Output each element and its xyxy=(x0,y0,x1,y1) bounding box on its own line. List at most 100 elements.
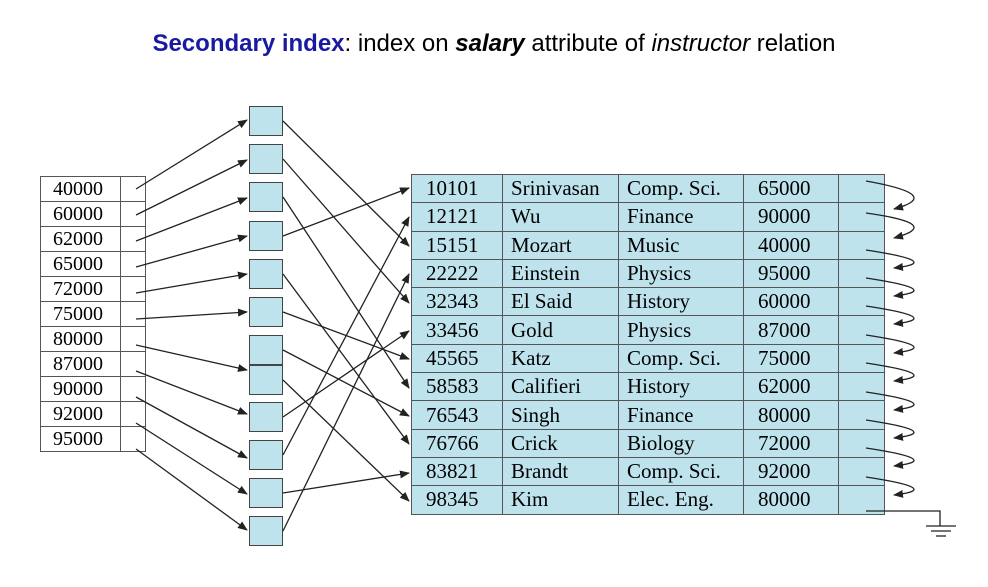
table-row: 83821 Brandt Comp. Sci. 92000 xyxy=(411,456,885,487)
instructor-relation-table: 10101 Srinivasan Comp. Sci. 65000 12121 Wu Fi… xyxy=(411,173,885,515)
name-cell: Katz xyxy=(502,343,619,374)
dept-cell: Finance xyxy=(618,400,744,430)
index-row: 90000 xyxy=(40,376,146,402)
salary-cell: 75000 xyxy=(743,343,839,374)
salary-cell: 65000 xyxy=(743,173,839,204)
arrow xyxy=(135,159,248,216)
arrow xyxy=(282,330,410,418)
arrow xyxy=(135,448,248,531)
table-row: 76766 Crick Biology 72000 xyxy=(411,428,885,458)
title-attribute: salary xyxy=(455,30,525,57)
table-row: 98345 Kim Elec. Eng. 80000 xyxy=(411,485,885,515)
arrow xyxy=(865,334,915,356)
pointer-bucket xyxy=(249,402,283,432)
index-pointer-cell xyxy=(120,251,146,277)
next-pointer-cell xyxy=(838,258,885,289)
title-relation: instructor xyxy=(651,30,751,57)
dept-cell: Finance xyxy=(618,202,744,232)
dept-cell: Biology xyxy=(618,428,744,458)
index-key: 80000 xyxy=(40,326,121,352)
pointer-bucket xyxy=(249,259,283,289)
index-row: 62000 xyxy=(40,226,146,252)
arrow xyxy=(135,396,248,459)
id-cell: 58583 xyxy=(411,372,503,402)
index-row: 65000 xyxy=(40,251,146,277)
arrow xyxy=(282,120,410,247)
pointer-bucket xyxy=(249,221,283,251)
next-pointer-cell xyxy=(838,315,885,345)
dept-cell: Elec. Eng. xyxy=(618,485,744,515)
salary-cell: 80000 xyxy=(743,400,839,430)
index-key: 62000 xyxy=(40,226,121,252)
next-pointer-cell xyxy=(838,372,885,402)
index-pointer-cell xyxy=(120,301,146,327)
title-text-1: : index on xyxy=(344,30,456,57)
pointer-bucket xyxy=(249,182,283,212)
arrow xyxy=(135,197,248,242)
arrow xyxy=(282,273,410,532)
id-cell: 98345 xyxy=(411,485,503,515)
pointer-bucket xyxy=(249,297,283,327)
arrow xyxy=(865,249,915,271)
name-cell: Singh xyxy=(502,400,619,430)
bucket-to-record-arrows xyxy=(282,120,410,532)
dept-cell: Comp. Sci. xyxy=(618,343,744,374)
arrow xyxy=(135,271,248,294)
index-key: 40000 xyxy=(40,176,121,202)
next-pointer-cell xyxy=(838,485,885,515)
index-row: 95000 xyxy=(40,426,146,452)
arrow xyxy=(135,308,248,320)
index-row: 40000 xyxy=(40,176,146,202)
table-row: 12121 Wu Finance 90000 xyxy=(411,202,885,232)
arrow xyxy=(282,158,410,304)
id-cell: 12121 xyxy=(411,202,503,232)
pointer-bucket xyxy=(249,106,283,136)
name-cell: Mozart xyxy=(502,230,619,260)
arrow xyxy=(135,422,248,495)
name-cell: Wu xyxy=(502,202,619,232)
next-pointer-cell xyxy=(838,202,885,232)
index-pointer-cell xyxy=(120,401,146,427)
salary-cell: 80000 xyxy=(743,485,839,515)
index-pointer-cell xyxy=(120,426,146,452)
id-cell: 76766 xyxy=(411,428,503,458)
index-key: 90000 xyxy=(40,376,121,402)
name-cell: Brandt xyxy=(502,456,619,487)
index-to-bucket-arrows xyxy=(135,119,248,531)
pointer-bucket xyxy=(249,335,283,365)
salary-cell: 87000 xyxy=(743,315,839,345)
id-cell: 32343 xyxy=(411,287,503,317)
index-row: 60000 xyxy=(40,201,146,227)
table-row: 10101 Srinivasan Comp. Sci. 65000 xyxy=(411,173,885,204)
arrow xyxy=(865,391,915,413)
page-title: Secondary index: index on salary attribu… xyxy=(0,30,988,58)
name-cell: Califieri xyxy=(502,372,619,402)
index-row: 80000 xyxy=(40,326,146,352)
arrow xyxy=(135,234,248,268)
table-row: 33456 Gold Physics 87000 xyxy=(411,315,885,345)
arrow xyxy=(865,180,915,211)
secondary-index-table: 40000 60000 62000 65000 72000 75000 8000… xyxy=(40,176,146,452)
arrow xyxy=(865,447,915,469)
title-text-2: attribute of xyxy=(524,30,652,57)
table-row: 76543 Singh Finance 80000 xyxy=(411,400,885,430)
title-text-3: relation xyxy=(750,30,836,57)
pointer-bucket xyxy=(249,365,283,395)
next-pointer-cell xyxy=(838,343,885,374)
null-pointer-ground-icon xyxy=(866,510,956,537)
dept-cell: Music xyxy=(618,230,744,260)
index-key: 87000 xyxy=(40,351,121,377)
name-cell: Gold xyxy=(502,315,619,345)
title-main: Secondary index xyxy=(152,30,345,57)
table-row: 15151 Mozart Music 40000 xyxy=(411,230,885,260)
arrow xyxy=(865,277,915,299)
arrow xyxy=(865,419,915,441)
pointer-bucket xyxy=(249,440,283,470)
next-pointer-cell xyxy=(838,400,885,430)
name-cell: Srinivasan xyxy=(502,173,619,204)
arrow xyxy=(282,273,410,445)
arrow xyxy=(135,119,248,190)
arrow xyxy=(282,379,410,502)
arrow xyxy=(135,344,248,372)
